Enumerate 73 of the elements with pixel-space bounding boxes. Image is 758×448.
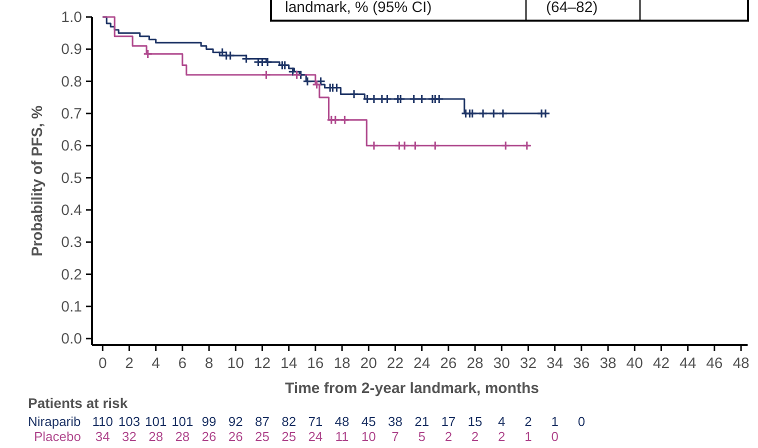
point — [340, 116, 349, 124]
x-tick-label: 44 — [679, 355, 696, 372]
point — [292, 70, 301, 79]
x-tick-label: 36 — [573, 355, 590, 372]
y-tick-label: 0.5 — [61, 170, 82, 187]
point — [435, 95, 444, 103]
point — [490, 109, 498, 118]
y-tick-label: 0.3 — [61, 234, 82, 252]
y-tick-label: 1.0 — [61, 9, 82, 26]
x-tick-label: 20 — [360, 355, 377, 372]
y-axis-title: Probability of PFS, % — [29, 106, 46, 256]
y-tick-label: 0.4 — [61, 202, 82, 219]
point — [350, 90, 358, 98]
x-tick-label: 4 — [152, 355, 160, 372]
x-tick-label: 38 — [600, 355, 616, 372]
point — [418, 95, 426, 103]
x-tick-label: 12 — [254, 355, 271, 372]
point — [264, 58, 272, 66]
point — [498, 109, 507, 118]
point — [542, 109, 550, 118]
x-tick-label: 46 — [706, 355, 723, 372]
table-frame: landmark, % (95% CI) (64–82) — [270, 0, 749, 22]
point — [280, 61, 289, 70]
x-tick-label: 22 — [386, 355, 404, 372]
point — [242, 54, 250, 63]
x-tick-label: 8 — [204, 355, 214, 372]
x-tick-label: 32 — [520, 355, 537, 372]
point — [312, 80, 321, 89]
x-tick-label: 40 — [626, 355, 643, 372]
x-tick-label: 0 — [98, 355, 107, 372]
y-tick-label: 0.6 — [61, 138, 82, 155]
point — [479, 109, 488, 118]
x-tick-label: 26 — [440, 355, 457, 372]
point — [502, 142, 510, 150]
point — [383, 95, 392, 103]
text: Niraparib — [28, 414, 81, 429]
y-tick-label: 0.0 — [61, 330, 82, 348]
text: Patients at risk — [28, 395, 128, 411]
y-tick-label: 0.8 — [61, 73, 82, 90]
point — [431, 142, 440, 150]
x-tick-label: 34 — [546, 355, 564, 372]
x-tick-label: 6 — [178, 355, 187, 372]
x-tick-label: 48 — [732, 355, 750, 372]
x-tick-label: 14 — [280, 355, 298, 372]
text: 110 103 101 101 99 92 87 82 71 48 45 38 21 17 15 4 2 1 0 — [92, 414, 586, 429]
point — [370, 95, 378, 103]
y-tick-label: 0.2 — [61, 266, 82, 284]
y-tick-label: 0.9 — [61, 41, 82, 58]
x-tick-label: 28 — [466, 355, 484, 372]
point — [396, 95, 405, 103]
x-tick-label: 16 — [307, 355, 324, 372]
x-axis-title: Time from 2-year landmark, months — [285, 380, 539, 397]
point — [262, 70, 270, 79]
point — [303, 77, 312, 86]
point — [370, 142, 378, 150]
point — [410, 95, 418, 103]
x-tick-label: 18 — [334, 355, 350, 372]
point — [226, 52, 234, 60]
point — [400, 142, 409, 150]
x-tick-label: 24 — [413, 355, 430, 372]
x-tick-label: 30 — [493, 355, 510, 372]
point — [144, 50, 152, 58]
point — [331, 116, 340, 124]
y-tick-label: 0.1 — [61, 298, 82, 316]
point — [522, 142, 531, 150]
x-tick-label: 2 — [125, 355, 134, 372]
text: Placebo — [34, 429, 81, 444]
point — [468, 109, 476, 118]
text: 34 32 28 28 26 26 25 25 24 11 10 7 5 2 2 2 1 0 — [95, 429, 558, 444]
y-tick-label: 0.7 — [61, 105, 82, 122]
point — [411, 142, 420, 150]
x-tick-label: 42 — [652, 355, 670, 372]
x-tick-label: 10 — [227, 355, 244, 372]
